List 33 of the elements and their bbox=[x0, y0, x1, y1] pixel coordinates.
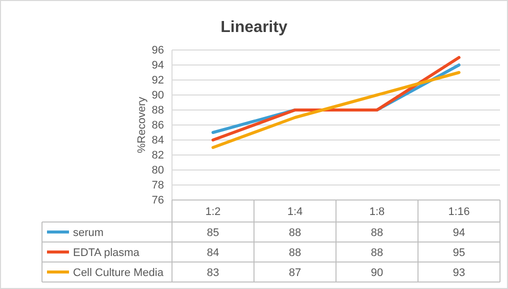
data-label: 88 bbox=[370, 227, 384, 239]
data-label: 87 bbox=[288, 267, 302, 279]
legend-label: EDTA plasma bbox=[73, 247, 140, 259]
data-label: 85 bbox=[206, 227, 220, 239]
line-series bbox=[212, 71, 460, 149]
y-tick-label: 76 bbox=[152, 194, 164, 207]
x-tick-label: 1:2 bbox=[205, 206, 221, 218]
y-tick-label: 82 bbox=[152, 150, 164, 162]
y-tick-label: 94 bbox=[152, 60, 164, 72]
data-label: 93 bbox=[452, 267, 466, 279]
y-tick-label: 80 bbox=[152, 164, 164, 177]
data-label: 88 bbox=[370, 247, 384, 259]
y-tick-label: 88 bbox=[152, 104, 164, 117]
data-label: 84 bbox=[206, 247, 220, 259]
y-tick-label: 96 bbox=[152, 44, 164, 57]
y-tick-label: 86 bbox=[152, 120, 164, 132]
y-axis-title: %Recovery bbox=[136, 96, 148, 154]
data-label: 94 bbox=[452, 227, 466, 239]
data-label: 88 bbox=[288, 227, 302, 239]
x-tick-label: 1:4 bbox=[287, 206, 303, 218]
data-label: 90 bbox=[370, 267, 384, 279]
data-label: 83 bbox=[206, 267, 220, 279]
legend-label: Cell Culture Media bbox=[73, 267, 164, 279]
x-tick-label: 1:16 bbox=[448, 206, 470, 218]
x-tick-label: 1:8 bbox=[369, 206, 385, 218]
data-label: 95 bbox=[452, 247, 466, 259]
chart-title: Linearity bbox=[220, 19, 288, 36]
y-tick-label: 84 bbox=[152, 134, 164, 147]
data-label: 88 bbox=[288, 247, 302, 259]
y-tick-label: 90 bbox=[152, 90, 164, 102]
y-tick-label: 92 bbox=[152, 74, 164, 87]
legend-label: serum bbox=[73, 227, 104, 239]
y-tick-label: 78 bbox=[152, 180, 164, 192]
